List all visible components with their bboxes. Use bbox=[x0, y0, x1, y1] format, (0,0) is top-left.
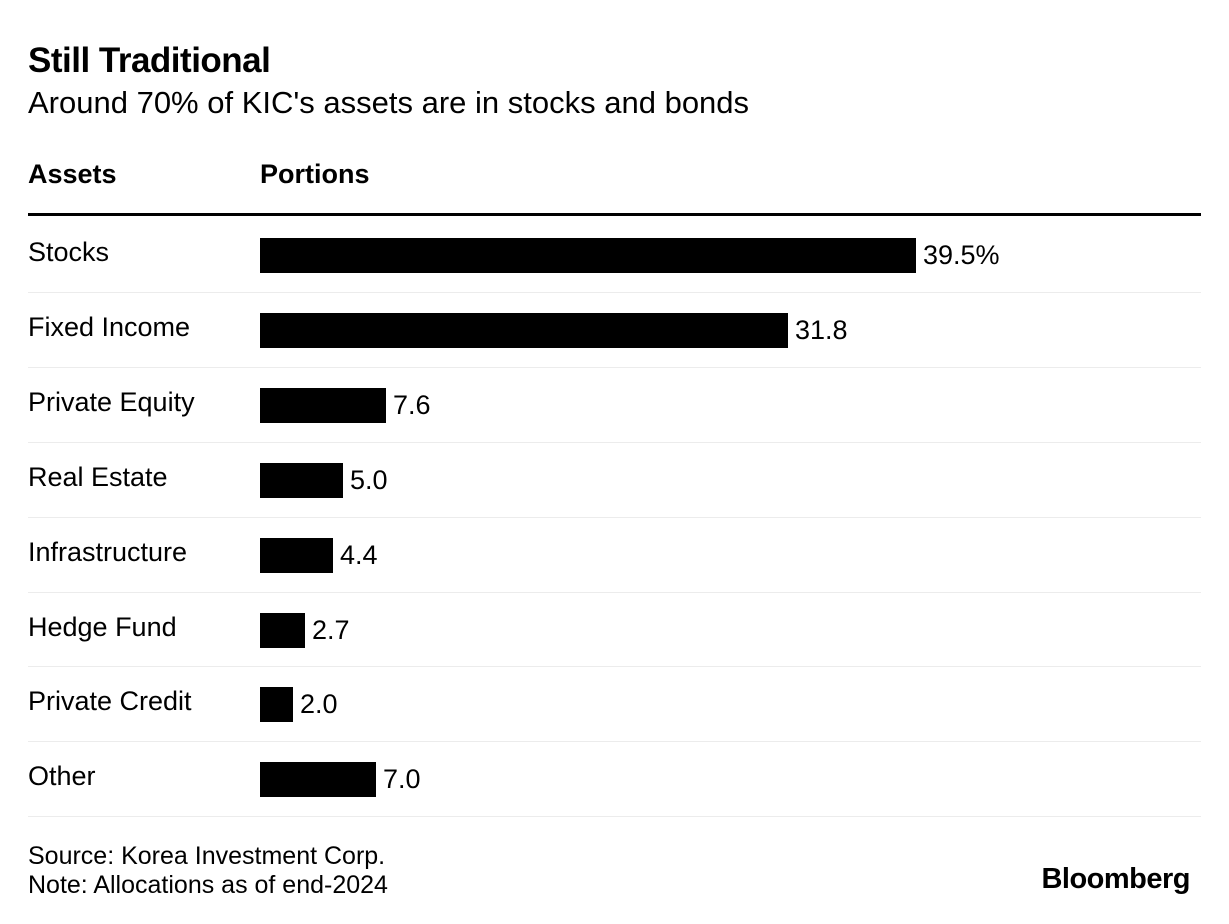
row-divider bbox=[28, 816, 1201, 817]
bar-value-label: 2.0 bbox=[300, 689, 338, 720]
category-label: Other bbox=[28, 761, 96, 792]
category-label: Infrastructure bbox=[28, 536, 188, 567]
bar-value-label: 5.0 bbox=[350, 464, 388, 495]
bar bbox=[260, 238, 916, 273]
row-divider bbox=[28, 741, 1201, 742]
bar bbox=[260, 537, 333, 573]
header-rule bbox=[28, 213, 1201, 216]
bar bbox=[260, 312, 788, 348]
bar bbox=[260, 762, 376, 798]
source-note: Source: Korea Investment Corp. bbox=[28, 842, 386, 870]
category-label: Private Credit bbox=[28, 686, 192, 717]
assets-column-header: Assets bbox=[28, 159, 117, 189]
bar-value-label: 2.7 bbox=[312, 614, 350, 645]
bar-value-label: 7.0 bbox=[383, 764, 421, 795]
row-divider bbox=[28, 292, 1201, 293]
row-divider bbox=[28, 592, 1201, 593]
row-divider bbox=[28, 367, 1201, 368]
portions-column-header: Portions bbox=[260, 159, 370, 189]
row-divider bbox=[28, 442, 1201, 443]
bar bbox=[260, 387, 386, 423]
bar bbox=[260, 612, 305, 648]
bar bbox=[260, 462, 343, 498]
category-label: Private Equity bbox=[28, 386, 195, 417]
row-divider bbox=[28, 666, 1201, 667]
bar-value-label: 39.5% bbox=[923, 240, 1000, 270]
chart-subtitle: Around 70% of KIC's assets are in stocks… bbox=[28, 85, 750, 120]
category-label: Hedge Fund bbox=[28, 611, 177, 642]
bar-value-label: 31.8 bbox=[795, 314, 848, 345]
bar-value-label: 4.4 bbox=[340, 539, 378, 570]
chart-title: Still Traditional bbox=[28, 41, 271, 80]
category-label: Stocks bbox=[28, 237, 110, 267]
row-divider bbox=[28, 517, 1201, 518]
category-label: Real Estate bbox=[28, 461, 168, 492]
bar-value-label: 7.6 bbox=[393, 389, 431, 420]
allocation-note: Note: Allocations as of end-2024 bbox=[28, 871, 388, 899]
bar bbox=[260, 687, 293, 723]
category-label: Fixed Income bbox=[28, 311, 191, 342]
bloomberg-logo: Bloomberg bbox=[1041, 863, 1190, 895]
